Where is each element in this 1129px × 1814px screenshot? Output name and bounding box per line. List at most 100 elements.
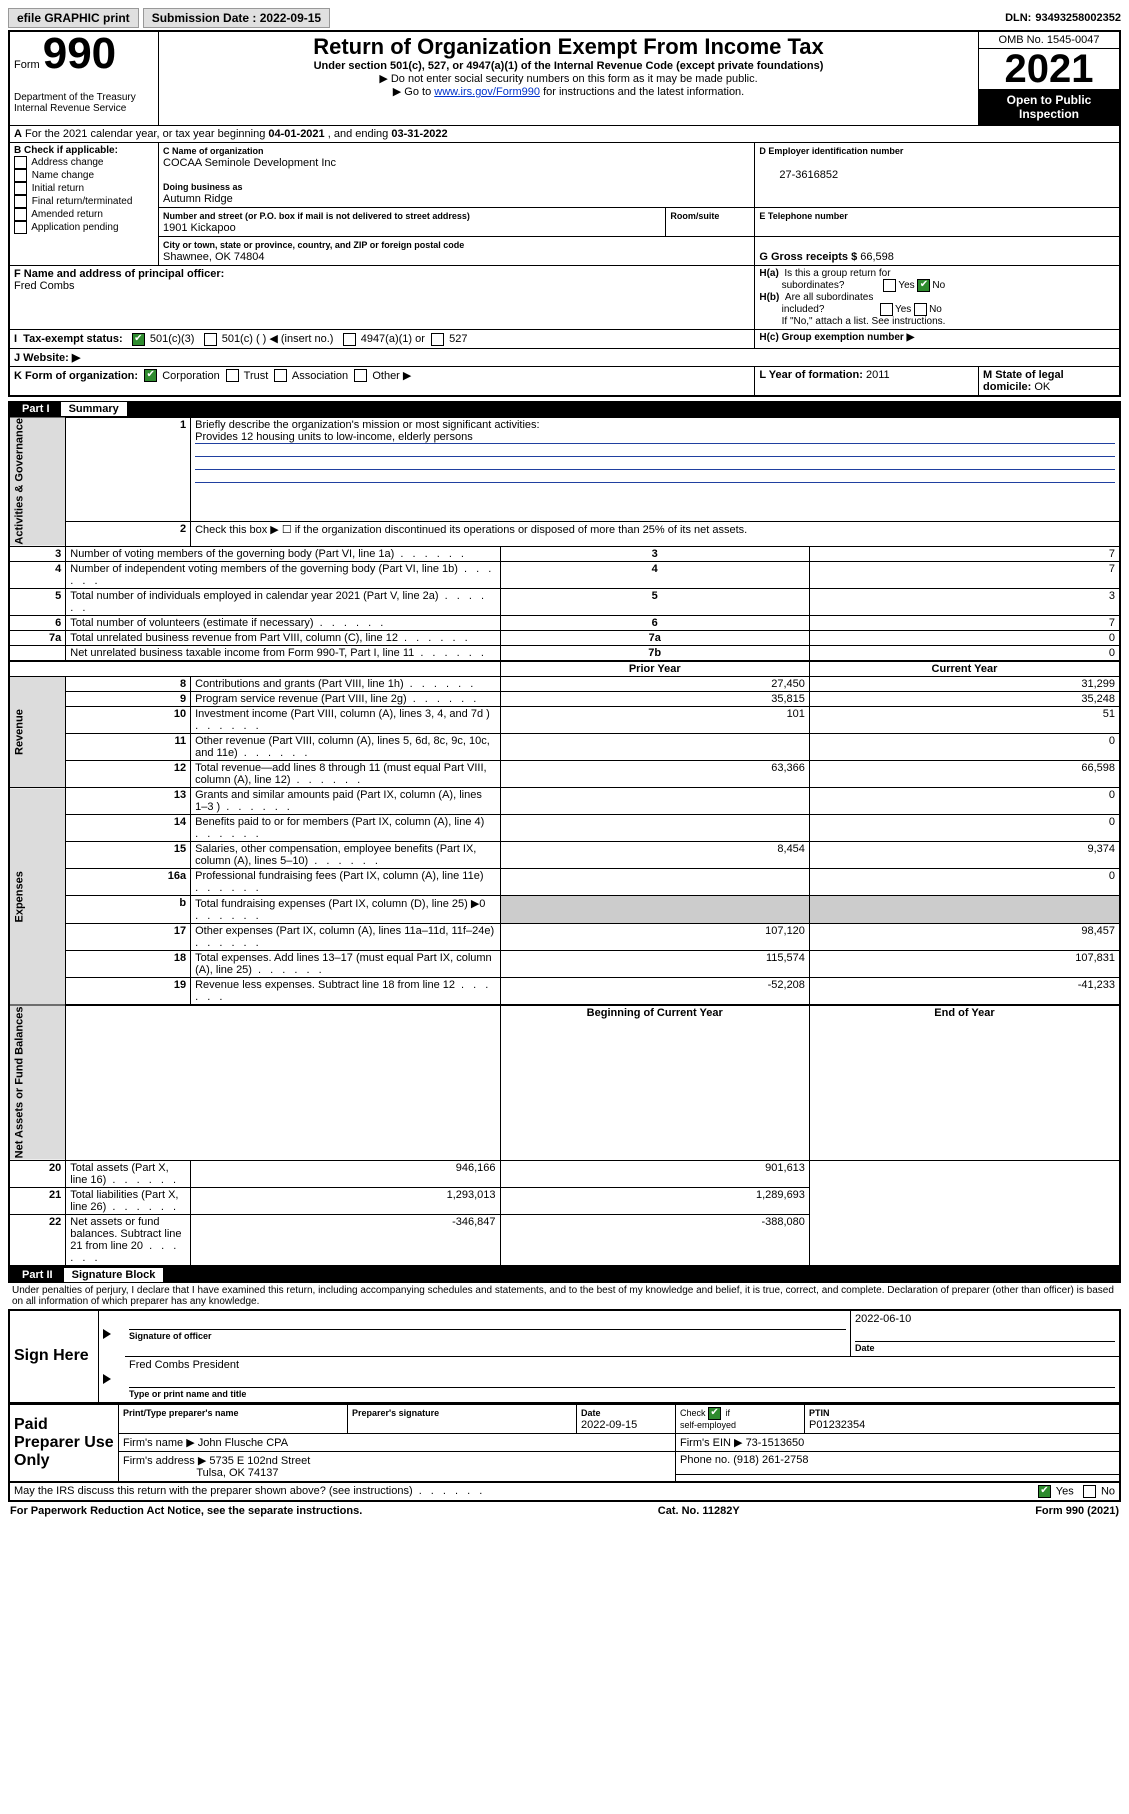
footer-right: Form 990 (2021) [1035,1505,1119,1517]
irs-link[interactable]: www.irs.gov/Form990 [434,86,540,98]
checkbox-corp[interactable]: ✔ [144,369,157,382]
firm-ein: 73-1513650 [746,1437,805,1449]
expense-row: bTotal fundraising expenses (Part IX, co… [9,896,1120,924]
instr-pre: ▶ Go to [393,86,434,98]
current-year-header: Current Year [809,661,1120,677]
triangle-icon [103,1329,111,1339]
instr-ssn: ▶ Do not enter social security numbers o… [163,72,974,85]
prep-date-label: Date [581,1408,601,1418]
year-formation: 2011 [866,369,890,381]
org-name: COCAA Seminole Development Inc [163,157,336,169]
period-end: 03-31-2022 [391,128,447,140]
form-subtitle: Under section 501(c), 527, or 4947(a)(1)… [163,60,974,72]
checkbox-assoc[interactable] [274,369,287,382]
officer-name: Fred Combs [14,280,75,292]
sign-here-label: Sign Here [9,1310,99,1403]
period-begin: 04-01-2021 [268,128,324,140]
submission-date: 2022-09-15 [260,11,321,25]
checkbox-hb-yes[interactable] [880,303,893,316]
opt-501c: 501(c) ( ) ◀ (insert no.) [222,333,334,345]
box-b: B Check if applicable: Address change Na… [9,143,159,266]
prep-sig-label: Preparer's signature [352,1408,439,1418]
checkbox-initial-return[interactable] [14,182,27,195]
checkbox-501c[interactable] [204,333,217,346]
firm-addr1: 5735 E 102nd Street [209,1455,310,1467]
summary-row: Net unrelated business taxable income fr… [9,646,1120,662]
opt-4947: 4947(a)(1) or [361,333,425,345]
opt-501c3: 501(c)(3) [150,333,195,345]
city-value: Shawnee, OK 74804 [163,251,265,263]
discuss-text: May the IRS discuss this return with the… [14,1485,485,1497]
period-mid: , and ending [325,128,392,140]
checkbox-other[interactable] [354,369,367,382]
gross-receipts-value: 66,598 [860,251,894,263]
part2-title: Signature Block [64,1268,164,1282]
org-name-label: C Name of organization [163,146,264,156]
firm-ein-label: Firm's EIN ▶ [680,1437,743,1449]
checkbox-self-employed[interactable]: ✔ [708,1407,721,1420]
checkbox-app-pending[interactable] [14,221,27,234]
revenue-row: 10Investment income (Part VIII, column (… [9,707,1120,734]
dln-value: 93493258002352 [1035,12,1121,24]
expense-row: 19Revenue less expenses. Subtract line 1… [9,978,1120,1006]
checkbox-name-change[interactable] [14,169,27,182]
footer-left: For Paperwork Reduction Act Notice, see … [10,1505,362,1517]
checkbox-hb-no[interactable] [914,303,927,316]
summary-row: 5Total number of individuals employed in… [9,589,1120,616]
form-990-table: Form 990 Department of the TreasuryInter… [8,30,1121,397]
checkbox-527[interactable] [431,333,444,346]
sig-officer-label: Signature of officer [129,1331,212,1341]
open-to-public: Open to Public Inspection [979,89,1119,125]
part1-label: Part I [14,402,58,416]
dln-label: DLN: [1005,12,1031,24]
hc-label: H(c) Group exemption number ▶ [759,332,914,343]
checkbox-501c3[interactable]: ✔ [132,333,145,346]
line2-text: Check this box ▶ ☐ if the organization d… [191,522,1120,547]
domicile-value: OK [1034,381,1050,393]
firm-phone: (918) 261-2758 [733,1454,808,1466]
checkbox-trust[interactable] [226,369,239,382]
part1-bar: Part I Summary [8,401,1121,417]
summary-row: 7aTotal unrelated business revenue from … [9,631,1120,646]
tax-year: 2021 [1005,47,1094,91]
form-label: Form [14,59,40,71]
efile-print-button[interactable]: efile GRAPHIC print [8,8,139,28]
mission-text: Provides 12 housing units to low-income,… [195,431,1115,444]
dba-label: Doing business as [163,182,243,192]
paid-preparer-label: Paid Preparer Use Only [9,1404,119,1482]
expense-row: Expenses13Grants and similar amounts pai… [9,788,1120,815]
checkbox-address-change[interactable] [14,156,27,169]
revenue-row: 12Total revenue—add lines 8 through 11 (… [9,761,1120,788]
checkbox-discuss-yes[interactable]: ✔ [1038,1485,1051,1498]
expense-row: 14Benefits paid to or for members (Part … [9,815,1120,842]
year-formation-label: L Year of formation: [759,369,863,381]
sidelabel-activities: Activities & Governance [9,417,66,547]
checkbox-amended[interactable] [14,208,27,221]
expense-row: 17Other expenses (Part IX, column (A), l… [9,924,1120,951]
paid-preparer-table: Paid Preparer Use Only Print/Type prepar… [8,1404,1121,1483]
summary-row: 4Number of independent voting members of… [9,562,1120,589]
hb-note: If "No," attach a list. See instructions… [782,316,946,327]
submission-label: Submission Date : [152,11,257,25]
summary-table: Activities & Governance 1 Briefly descri… [8,417,1121,1267]
box-b-label: B Check if applicable: [14,145,118,156]
expense-row: 15Salaries, other compensation, employee… [9,842,1120,869]
checkbox-4947[interactable] [343,333,356,346]
part2-label: Part II [14,1268,61,1282]
period-text: For the 2021 calendar year, or tax year … [25,128,268,140]
website-label: J Website: ▶ [14,352,80,364]
sign-date-value: 2022-06-10 [855,1313,911,1325]
discuss-no: No [1101,1485,1115,1497]
officer-label: F Name and address of principal officer: [14,268,224,280]
checkbox-ha-no[interactable]: ✔ [917,279,930,292]
mission-label: Briefly describe the organization's miss… [195,419,539,431]
penalty-text: Under penalties of perjury, I declare th… [8,1283,1121,1309]
checkbox-final-return[interactable] [14,195,27,208]
checkbox-ha-yes[interactable] [883,279,896,292]
opt-527: 527 [449,333,467,345]
firm-addr-label: Firm's address ▶ [123,1455,206,1467]
checkbox-discuss-no[interactable] [1083,1485,1096,1498]
print-name-label: Print/Type preparer's name [123,1408,239,1418]
ptin-value: P01232354 [809,1419,865,1431]
netassets-row: 22Net assets or fund balances. Subtract … [9,1214,1120,1266]
